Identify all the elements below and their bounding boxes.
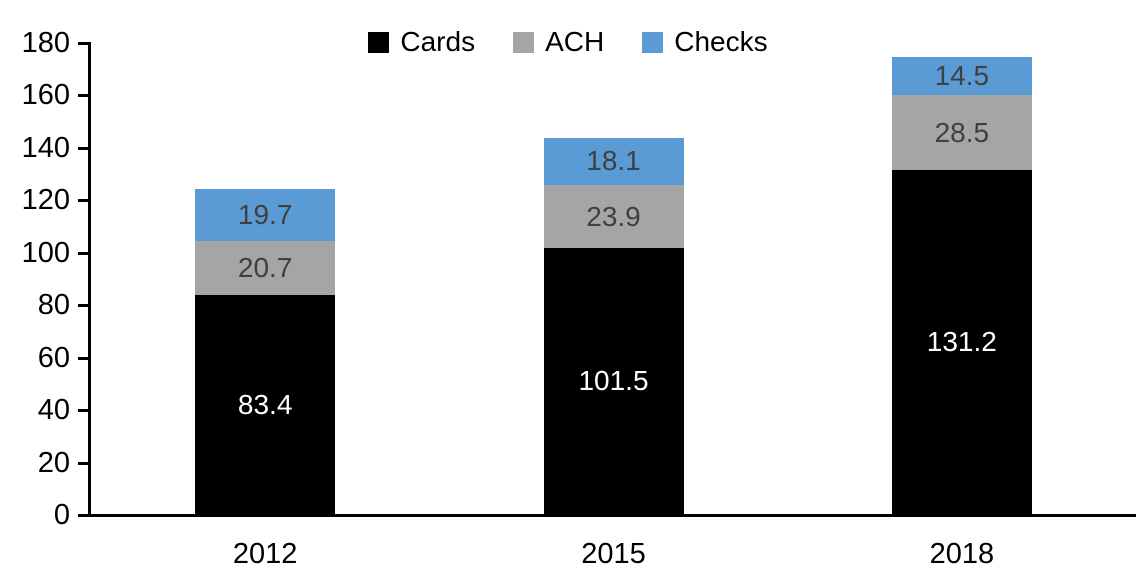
data-label: 131.2 [926,325,997,357]
y-tick-label: 120 [21,184,70,217]
y-tick-mark [78,146,88,150]
bar-segment-ach: 20.7 [195,241,336,296]
bar-segment-cards: 131.2 [891,169,1032,514]
y-tick-mark [78,514,88,517]
y-tick-label: 20 [37,446,70,479]
data-label: 28.5 [934,116,990,148]
bar-segment-checks: 19.7 [195,189,336,242]
bar-stack-2018: 131.2 28.5 14.5 [891,57,1032,514]
legend-item-cards: Cards [368,28,475,56]
y-tick-label: 180 [21,27,70,59]
y-tick-mark [78,251,88,255]
data-label: 83.4 [237,388,293,420]
data-label: 18.1 [586,145,641,177]
legend-item-checks: Checks [642,26,768,57]
legend-label: ACH [545,26,605,57]
data-label: 23.9 [586,200,641,232]
bar-segment-checks: 14.5 [891,57,1032,96]
y-tick-mark [78,94,88,98]
data-label: 14.5 [934,60,990,92]
bar-stack-2015: 101.5 23.9 18.1 [543,137,684,514]
legend: Cards ACH Checks [0,28,1136,56]
bar-segment-cards: 83.4 [195,295,336,514]
data-label: 19.7 [237,199,293,231]
y-axis-line [88,42,91,517]
y-tick-mark [78,356,88,360]
bar-segment-checks: 18.1 [543,137,684,186]
bar-segment-ach: 23.9 [543,185,684,248]
x-axis-labels: 2012 2015 2018 [91,538,1136,574]
x-axis-line [88,514,1136,517]
legend-label: Cards [400,26,476,57]
y-tick-label: 80 [37,289,70,322]
y-tick-label: 60 [37,341,70,374]
legend-swatch-icon [513,31,535,53]
plot-area: 83.4 20.7 19.7 101.5 23.9 18.1 131.2 28.5 14.5 [91,42,1136,514]
y-tick-mark [78,461,88,465]
y-tick-label: 100 [21,236,70,269]
bar-stack-2012: 83.4 20.7 19.7 [195,189,336,514]
y-tick-label: 0 [53,499,70,531]
bar-segment-ach: 28.5 [891,95,1032,170]
y-tick-mark [78,409,88,413]
y-tick-mark [78,199,88,203]
x-tick-label: 2018 [929,538,995,570]
legend-label: Checks [674,26,768,57]
y-tick-mark [78,304,88,308]
data-label: 20.7 [237,252,293,284]
data-label: 101.5 [578,364,649,396]
legend-swatch-icon [642,31,664,53]
y-tick-label: 140 [21,131,70,164]
bar-segment-cards: 101.5 [543,247,684,514]
legend-item-ach: ACH [513,28,604,56]
y-tick-label: 160 [21,79,70,112]
y-tick-label: 40 [37,394,70,427]
legend-swatch-icon [368,31,390,53]
y-tick-mark [78,42,88,45]
x-tick-label: 2015 [581,538,646,570]
x-tick-label: 2012 [232,538,298,570]
y-axis: 0 20 40 60 80 100 120 140 160 180 [0,27,88,531]
